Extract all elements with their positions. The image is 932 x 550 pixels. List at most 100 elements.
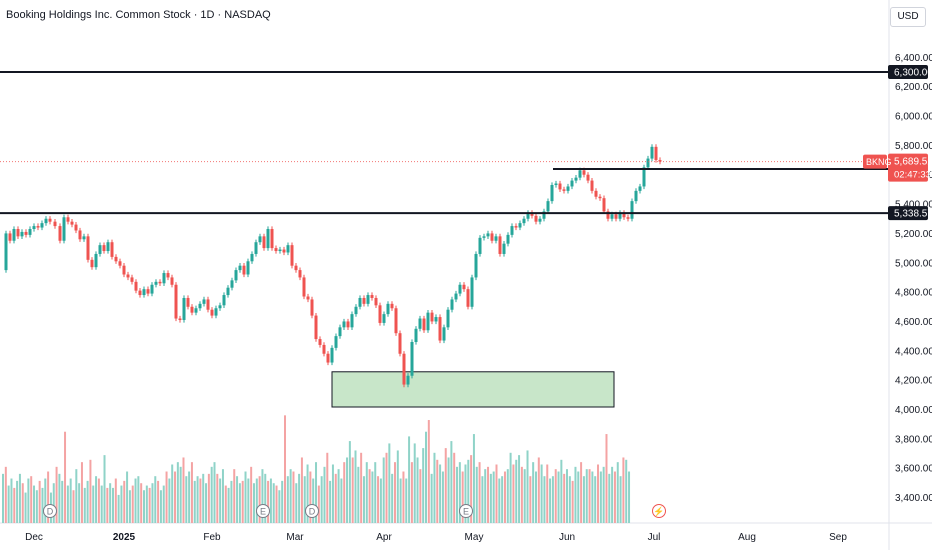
volume-bar [306, 464, 309, 523]
candle-body [78, 230, 82, 240]
volume-bar [599, 471, 602, 523]
candle-body [442, 327, 446, 341]
volume-bar [393, 462, 396, 523]
volume-bar [168, 478, 171, 523]
volume-bar [354, 450, 357, 523]
volume-bar [492, 471, 495, 523]
countdown-label: 02:47:33 [894, 170, 931, 181]
candle-body [522, 218, 526, 224]
y-tick-label: 4,200.00 [895, 376, 932, 387]
candle-body [62, 217, 66, 241]
candle-body [206, 299, 210, 310]
x-tick-label: Sep [829, 532, 847, 543]
volume-bar [264, 473, 267, 523]
candle-body [394, 308, 398, 334]
volume-bar [123, 480, 126, 523]
volume-bar [461, 471, 464, 523]
ticker-tag-bg [863, 154, 887, 169]
volume-bar [196, 476, 199, 523]
volume-bar [475, 466, 478, 523]
dividend-marker: D [305, 504, 319, 518]
candle-body [70, 221, 74, 225]
volume-bar [190, 462, 193, 523]
volume-bar [281, 480, 284, 523]
candle-body [126, 274, 130, 278]
ticker-label: BKNG [866, 157, 892, 167]
candle-body [28, 229, 32, 235]
volume-bar [501, 476, 504, 523]
candle-body [506, 234, 510, 244]
candle-body [210, 309, 214, 316]
candle-body [322, 344, 326, 354]
candle-body [430, 312, 434, 322]
y-tick-label: 3,800.00 [895, 434, 932, 445]
candle-body [48, 218, 52, 222]
currency-button[interactable]: USD [890, 7, 926, 27]
candle-body [378, 305, 382, 323]
candle-body [186, 297, 190, 307]
volume-bar [145, 485, 148, 523]
candle-body [222, 295, 226, 306]
volume-bar [128, 490, 131, 523]
candle-body [562, 189, 566, 191]
candle-body [214, 308, 218, 316]
volume-bar [348, 441, 351, 523]
volume-bar [622, 457, 625, 523]
candle-body [542, 211, 546, 219]
candle-body [362, 297, 366, 304]
candle-body [122, 265, 126, 275]
volume-bar [591, 471, 594, 523]
candle-body [590, 180, 594, 191]
volume-bar [100, 485, 103, 523]
candle-body [346, 321, 350, 328]
candle-body [530, 212, 534, 216]
candle-body [602, 198, 606, 212]
volume-bar [295, 483, 298, 523]
volume-bar [252, 483, 255, 523]
volume-bar [563, 473, 566, 523]
volume-bar [61, 480, 64, 523]
volume-bar [224, 485, 227, 523]
volume-bar [478, 462, 481, 523]
split-marker-text: ⚡ [653, 506, 664, 518]
volume-bar [503, 471, 506, 523]
candle-body [302, 277, 306, 297]
volume-bar [464, 464, 467, 523]
candle-body [286, 245, 290, 253]
volume-bar [286, 476, 289, 523]
candle-body [358, 297, 362, 307]
candle-body [514, 226, 518, 228]
candle-body [230, 280, 234, 288]
candle-body [270, 229, 274, 249]
earnings-marker-circle [459, 504, 473, 518]
volume-bar [385, 452, 388, 523]
volume-bar [419, 469, 422, 523]
volume-bar [33, 485, 36, 523]
volume-bar [557, 471, 560, 523]
volume-bar [52, 483, 55, 523]
candle-body [598, 196, 602, 199]
volume-bar [487, 466, 490, 523]
volume-bar [534, 471, 537, 523]
candle-body [8, 233, 12, 241]
volume-bar [377, 476, 380, 523]
candle-body [634, 190, 638, 202]
volume-bar [495, 464, 498, 523]
volume-bar [343, 462, 346, 523]
candle-body [290, 245, 294, 266]
volume-bar [174, 471, 177, 523]
volume-bar [582, 476, 585, 523]
candle-body [44, 218, 48, 224]
volume-bar [470, 455, 473, 523]
volume-bar [89, 459, 92, 523]
volume-bar [185, 476, 188, 523]
volume-bar [24, 492, 27, 523]
volume-bar [458, 462, 461, 523]
candle-body [638, 186, 642, 191]
earnings-marker: E [256, 504, 270, 518]
candle-body [306, 296, 310, 300]
volume-bar [416, 457, 419, 523]
volume-bar [221, 469, 224, 523]
